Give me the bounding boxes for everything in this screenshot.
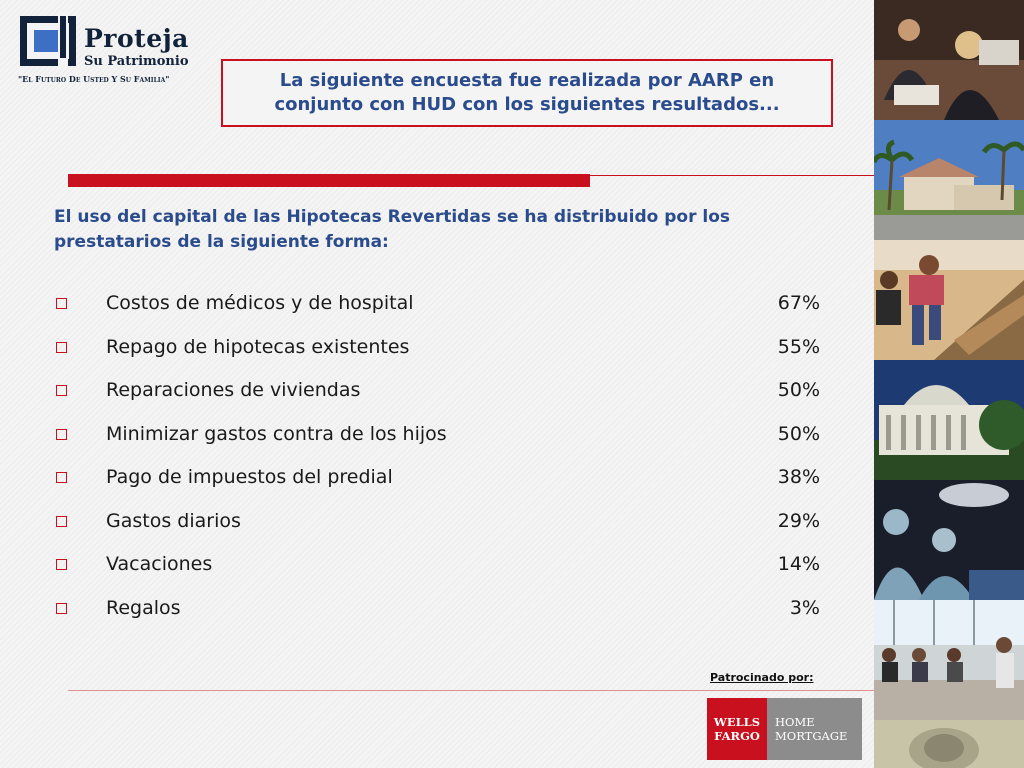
item-label: Minimizar gastos contra de los hijos	[106, 422, 447, 445]
item-label: Costos de médicos y de hospital	[106, 292, 414, 314]
item-value: 29%	[777, 509, 820, 532]
list-item: Reparaciones de viviendas 50%	[54, 377, 822, 421]
list-item: Pago de impuestos del predial 38%	[54, 464, 822, 508]
item-label: Vacaciones	[106, 553, 213, 575]
survey-results-list: Costos de médicos y de hospital 67% Repa…	[54, 290, 822, 638]
item-value: 14%	[777, 553, 820, 575]
surgeons-photo	[874, 480, 1024, 600]
header-title-box: La siguiente encuesta fue realizada por …	[221, 59, 833, 127]
logo-emblem-icon	[20, 12, 76, 68]
square-bullet-icon	[56, 341, 67, 353]
item-label: Regalos	[106, 596, 181, 619]
item-value: 50%	[777, 379, 820, 401]
header-title: La siguiente encuesta fue realizada por …	[274, 70, 780, 115]
logo-name: Proteja	[84, 24, 189, 53]
construction-photo	[874, 240, 1024, 360]
square-bullet-icon	[56, 602, 67, 614]
list-item: Gastos diarios 29%	[54, 508, 822, 552]
sponsor-label: Patrocinado por:	[710, 671, 814, 684]
home-mortgage-block: HOME MORTGAGE	[767, 698, 862, 760]
item-label: Pago de impuestos del predial	[106, 466, 393, 488]
list-item: Regalos 3%	[54, 595, 822, 639]
list-item: Repago de hipotecas existentes 55%	[54, 334, 822, 378]
photo-strip	[874, 0, 1024, 768]
list-item: Minimizar gastos contra de los hijos 50%	[54, 421, 822, 465]
divider-line	[590, 175, 874, 176]
product-line-2: MORTGAGE	[775, 729, 848, 743]
item-value: 67%	[777, 292, 820, 314]
capitol-building-photo	[874, 360, 1024, 480]
classroom-photo	[874, 600, 1024, 720]
square-bullet-icon	[56, 472, 67, 483]
item-value: 50%	[777, 422, 820, 445]
product-line-1: HOME	[775, 715, 815, 729]
item-value: 3%	[789, 596, 820, 619]
brand-line-1: WELLS	[713, 715, 761, 729]
proteja-logo: Proteja Su Patrimonio "El Futuro De Uste…	[18, 10, 193, 85]
logo-subtitle: Su Patrimonio	[84, 54, 189, 69]
footer-divider	[68, 690, 874, 691]
square-bullet-icon	[56, 515, 67, 527]
office-meeting-photo	[874, 0, 1024, 120]
list-item: Vacaciones 14%	[54, 551, 822, 595]
houses-photo	[874, 120, 1024, 240]
square-bullet-icon	[56, 559, 67, 570]
intro-text: El uso del capital de las Hipotecas Reve…	[54, 207, 731, 252]
money-photo	[874, 720, 1024, 768]
logo-tagline: "El Futuro De Usted Y Su Familia"	[18, 74, 170, 84]
divider-bar	[68, 174, 590, 187]
item-value: 38%	[777, 466, 820, 488]
square-bullet-icon	[56, 385, 67, 396]
item-label: Repago de hipotecas existentes	[106, 335, 410, 358]
square-bullet-icon	[56, 428, 67, 440]
item-label: Reparaciones de viviendas	[106, 379, 361, 401]
item-label: Gastos diarios	[106, 509, 241, 532]
square-bullet-icon	[56, 298, 67, 309]
wells-fargo-logo: WELLS FARGO HOME MORTGAGE	[707, 698, 862, 760]
list-item: Costos de médicos y de hospital 67%	[54, 290, 822, 334]
brand-line-2: FARGO	[714, 729, 760, 743]
item-value: 55%	[777, 335, 820, 358]
wells-fargo-brand-block: WELLS FARGO	[707, 698, 767, 760]
